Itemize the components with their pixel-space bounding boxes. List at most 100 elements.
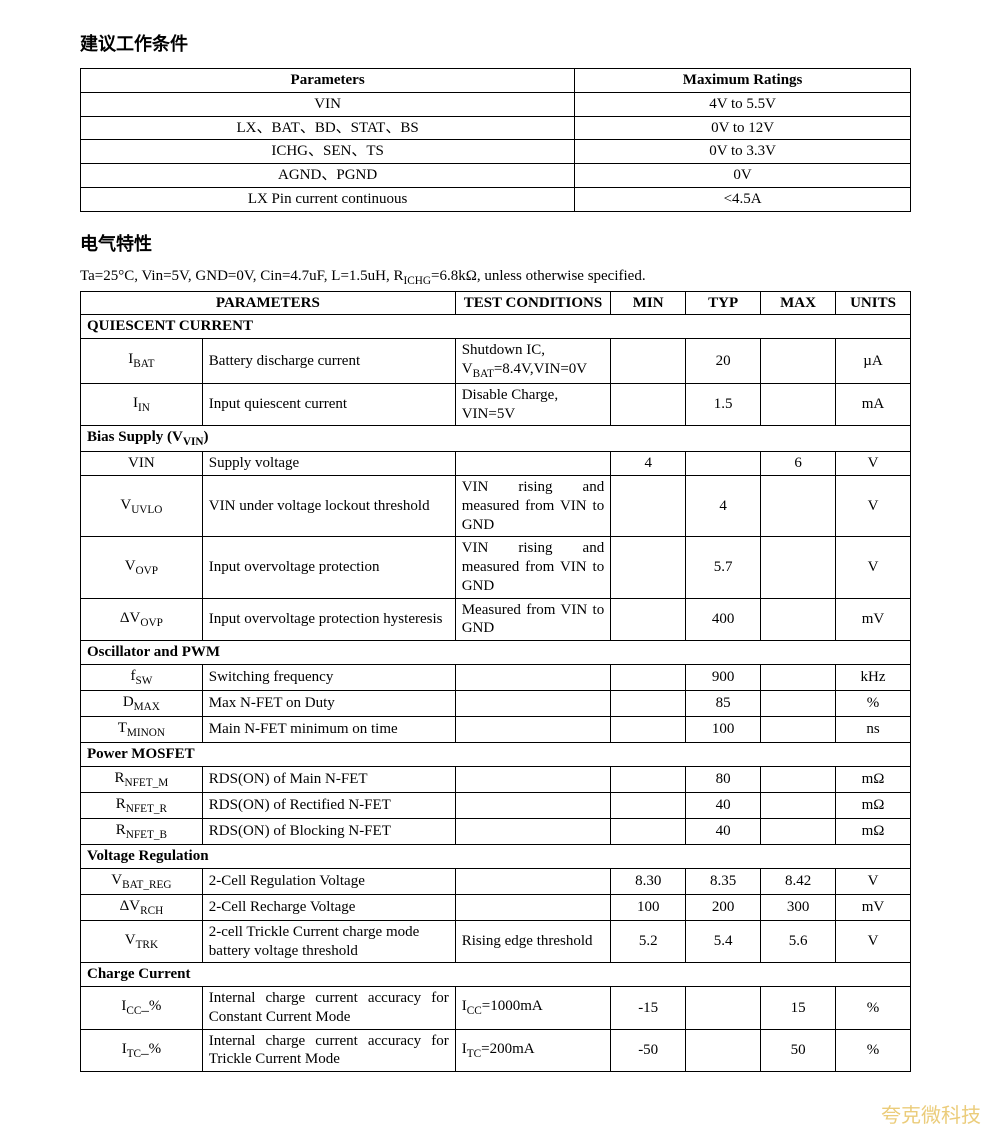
t1-param: ICHG、SEN、TS bbox=[81, 140, 575, 164]
param-typ: 4 bbox=[686, 476, 761, 537]
section2-title: 电气特性 bbox=[80, 230, 911, 256]
table-row: VBAT_REG 2-Cell Regulation Voltage 8.30 … bbox=[81, 868, 911, 894]
param-symbol: VUVLO bbox=[81, 476, 203, 537]
cond-suffix: =6.8kΩ, unless otherwise specified. bbox=[431, 268, 646, 284]
table-row: RNFET_M RDS(ON) of Main N-FET 80 mΩ bbox=[81, 766, 911, 792]
t1-val: <4.5A bbox=[575, 187, 911, 211]
param-cond: Shutdown IC, VBAT=8.4V,VIN=0V bbox=[455, 339, 611, 384]
table-row: ΔVRCH 2-Cell Recharge Voltage 100 200 30… bbox=[81, 894, 911, 920]
t1-param: AGND、PGND bbox=[81, 164, 575, 188]
param-min bbox=[611, 717, 686, 743]
param-min bbox=[611, 598, 686, 641]
table-row: RNFET_B RDS(ON) of Blocking N-FET 40 mΩ bbox=[81, 818, 911, 844]
cond-prefix: Ta=25°C, Vin=5V, GND=0V, Cin=4.7uF, L=1.… bbox=[80, 268, 404, 284]
param-symbol: VIN bbox=[81, 452, 203, 476]
param-typ: 5.7 bbox=[686, 537, 761, 598]
param-symbol: fSW bbox=[81, 664, 203, 690]
param-cond bbox=[455, 452, 611, 476]
param-min bbox=[611, 537, 686, 598]
param-min bbox=[611, 339, 686, 384]
param-unit: mA bbox=[836, 383, 911, 426]
section-row-vreg: Voltage Regulation bbox=[81, 845, 911, 869]
param-cond bbox=[455, 818, 611, 844]
param-symbol: RNFET_M bbox=[81, 766, 203, 792]
param-typ bbox=[686, 1029, 761, 1072]
param-desc: Internal charge current accuracy for Con… bbox=[202, 987, 455, 1030]
param-max: 6 bbox=[761, 452, 836, 476]
param-typ: 40 bbox=[686, 818, 761, 844]
table-row: LX、BAT、BD、STAT、BS0V to 12V bbox=[81, 116, 911, 140]
param-symbol: RNFET_R bbox=[81, 792, 203, 818]
recommended-conditions-table: Parameters Maximum Ratings VIN4V to 5.5V… bbox=[80, 68, 911, 212]
param-max bbox=[761, 339, 836, 384]
param-max: 50 bbox=[761, 1029, 836, 1072]
param-cond bbox=[455, 894, 611, 920]
param-typ: 400 bbox=[686, 598, 761, 641]
param-unit: mV bbox=[836, 894, 911, 920]
section-label: Power MOSFET bbox=[81, 743, 911, 767]
section-label: Charge Current bbox=[81, 963, 911, 987]
param-min bbox=[611, 664, 686, 690]
param-desc: Internal charge current accuracy for Tri… bbox=[202, 1029, 455, 1072]
param-min: 4 bbox=[611, 452, 686, 476]
param-cond bbox=[455, 792, 611, 818]
param-desc: Input quiescent current bbox=[202, 383, 455, 426]
test-conditions-note: Ta=25°C, Vin=5V, GND=0V, Cin=4.7uF, L=1.… bbox=[80, 268, 911, 287]
param-typ: 100 bbox=[686, 717, 761, 743]
param-unit: % bbox=[836, 987, 911, 1030]
table-row: ITC_% Internal charge current accuracy f… bbox=[81, 1029, 911, 1072]
param-cond: Disable Charge, VIN=5V bbox=[455, 383, 611, 426]
table-row: IBAT Battery discharge current Shutdown … bbox=[81, 339, 911, 384]
param-symbol: ICC_% bbox=[81, 987, 203, 1030]
param-min bbox=[611, 792, 686, 818]
param-symbol: TMINON bbox=[81, 717, 203, 743]
param-desc: Input overvoltage protection hysteresis bbox=[202, 598, 455, 641]
param-min bbox=[611, 690, 686, 716]
table-row: ΔVOVP Input overvoltage protection hyste… bbox=[81, 598, 911, 641]
watermark: 夸克微科技 bbox=[881, 1099, 981, 1128]
param-cond bbox=[455, 717, 611, 743]
t2-header-min: MIN bbox=[611, 291, 686, 315]
param-desc: 2-Cell Regulation Voltage bbox=[202, 868, 455, 894]
table-row: VTRK 2-cell Trickle Current charge mode … bbox=[81, 920, 911, 963]
param-max bbox=[761, 818, 836, 844]
param-unit: V bbox=[836, 537, 911, 598]
t1-val: 4V to 5.5V bbox=[575, 92, 911, 116]
table-row: ICHG、SEN、TS0V to 3.3V bbox=[81, 140, 911, 164]
param-unit: V bbox=[836, 452, 911, 476]
section-row-osc: Oscillator and PWM bbox=[81, 641, 911, 665]
table-row: ICC_% Internal charge current accuracy f… bbox=[81, 987, 911, 1030]
param-min bbox=[611, 766, 686, 792]
t1-val: 0V bbox=[575, 164, 911, 188]
param-min bbox=[611, 818, 686, 844]
param-typ bbox=[686, 452, 761, 476]
param-unit: V bbox=[836, 476, 911, 537]
section-row-quiescent: QUIESCENT CURRENT bbox=[81, 315, 911, 339]
section-row-bias: Bias Supply (VVIN) bbox=[81, 426, 911, 452]
param-desc: 2-Cell Recharge Voltage bbox=[202, 894, 455, 920]
param-typ: 80 bbox=[686, 766, 761, 792]
param-unit: mΩ bbox=[836, 766, 911, 792]
param-cond: Measured from VIN to GND bbox=[455, 598, 611, 641]
param-desc: RDS(ON) of Rectified N-FET bbox=[202, 792, 455, 818]
t2-header-parameters: PARAMETERS bbox=[81, 291, 456, 315]
param-symbol: IIN bbox=[81, 383, 203, 426]
table-row: IIN Input quiescent current Disable Char… bbox=[81, 383, 911, 426]
param-typ: 5.4 bbox=[686, 920, 761, 963]
param-desc: Switching frequency bbox=[202, 664, 455, 690]
cond-sub: ICHG bbox=[404, 275, 432, 287]
param-desc: Battery discharge current bbox=[202, 339, 455, 384]
table-row: VIN4V to 5.5V bbox=[81, 92, 911, 116]
param-cond: VIN rising and measured from VIN to GND bbox=[455, 476, 611, 537]
param-cond: VIN rising and measured from VIN to GND bbox=[455, 537, 611, 598]
section-label: QUIESCENT CURRENT bbox=[81, 315, 911, 339]
param-max bbox=[761, 766, 836, 792]
param-desc: RDS(ON) of Blocking N-FET bbox=[202, 818, 455, 844]
t1-param: VIN bbox=[81, 92, 575, 116]
param-desc: Supply voltage bbox=[202, 452, 455, 476]
param-max: 300 bbox=[761, 894, 836, 920]
table-row: VIN Supply voltage 4 6 V bbox=[81, 452, 911, 476]
param-max: 5.6 bbox=[761, 920, 836, 963]
param-cond bbox=[455, 690, 611, 716]
param-max bbox=[761, 664, 836, 690]
